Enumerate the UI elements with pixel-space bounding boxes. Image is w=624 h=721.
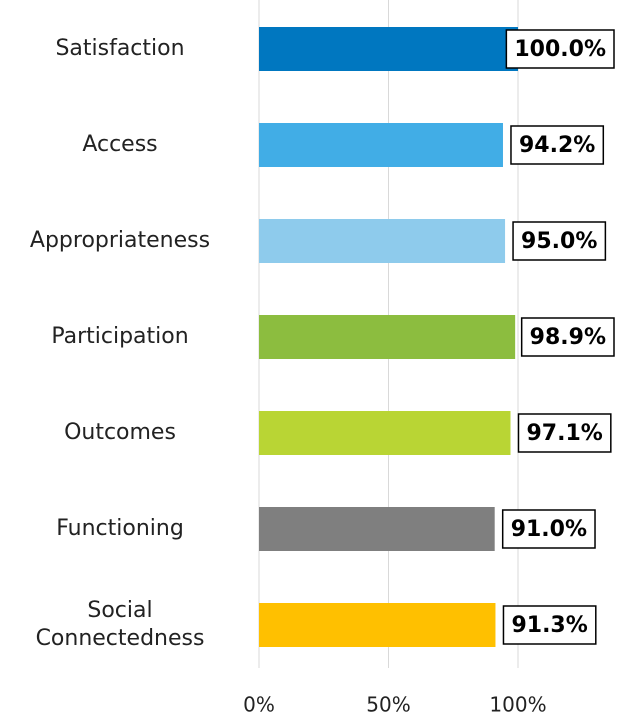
bar: [259, 411, 511, 455]
value-label-box: [505, 29, 615, 69]
x-tick-label: 0%: [243, 693, 275, 717]
category-label: Outcomes: [64, 420, 176, 445]
bar: [259, 315, 516, 359]
value-label: 97.1%: [526, 421, 602, 446]
value-label: 91.3%: [511, 613, 587, 638]
category-label: Appropriateness: [29, 228, 211, 253]
bar: [259, 507, 495, 551]
value-label-box: [517, 413, 612, 453]
value-label-box: [502, 605, 597, 645]
x-tick-label: 100%: [489, 693, 546, 717]
value-label: 100.0%: [514, 37, 606, 62]
value-label: 91.0%: [511, 517, 587, 542]
category-label: Satisfaction: [55, 36, 185, 61]
bar: [259, 123, 503, 167]
category-label: Functioning: [56, 516, 184, 541]
value-label-box: [510, 125, 605, 165]
bar: [259, 27, 518, 71]
value-label-box: [512, 221, 607, 261]
x-tick-label: 50%: [366, 693, 410, 717]
bar: [259, 603, 496, 647]
category-label: Participation: [51, 324, 189, 349]
category-label: Access: [82, 132, 158, 157]
value-label: 98.9%: [530, 325, 606, 350]
value-label-box: [501, 509, 596, 549]
value-label: 95.0%: [521, 229, 597, 254]
value-label-box: [520, 317, 615, 357]
bar: [259, 219, 506, 263]
value-label: 94.2%: [519, 133, 595, 158]
category-label: Social Connectedness: [35, 598, 205, 651]
